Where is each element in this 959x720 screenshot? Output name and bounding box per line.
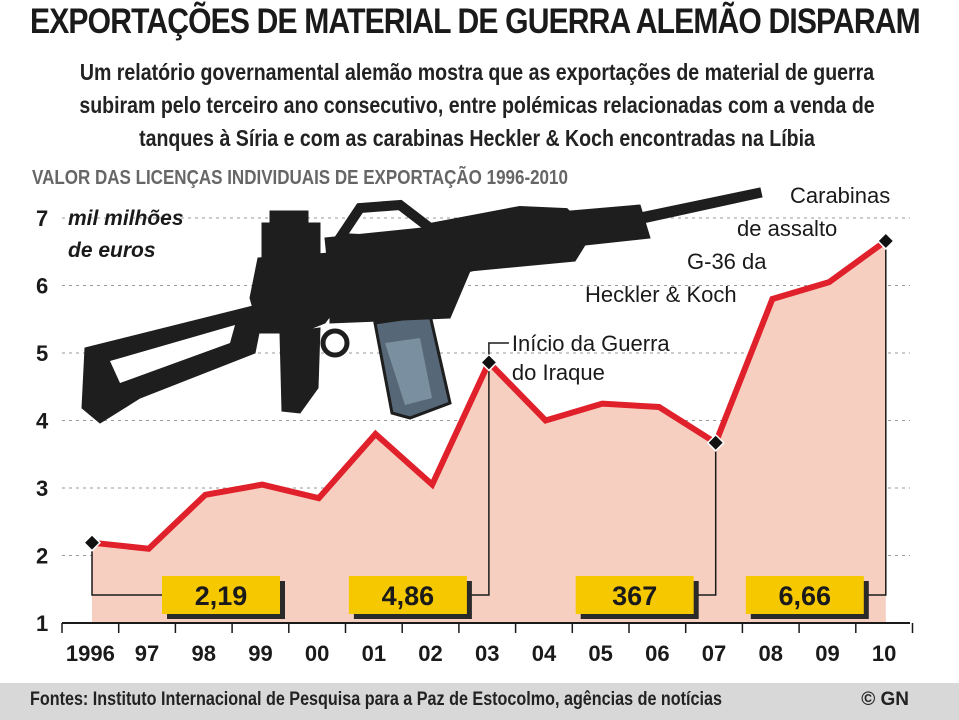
leader-line (466, 362, 490, 596)
y-tick-label: 7 (36, 206, 48, 231)
annotation-text: do Iraque (512, 360, 605, 385)
footer: Fontes: Instituto Internacional de Pesqu… (0, 683, 959, 720)
x-tick-label: 1996 (66, 641, 115, 666)
annotation-text: Heckler & Koch (585, 282, 737, 307)
data-marker (706, 433, 725, 452)
value-label-box (745, 576, 864, 614)
annotation-text: Carabinas (790, 183, 890, 208)
value-label-box (162, 576, 280, 614)
x-tick-label: 10 (872, 641, 896, 666)
y-tick-label: 3 (36, 476, 48, 501)
x-tick-label: 03 (475, 641, 499, 666)
annotation-text: de assalto (737, 216, 837, 241)
value-label-box (348, 576, 467, 614)
copyright-text: © GN (861, 689, 909, 710)
axis-layer: 1 2 3 4 5 6 7 1996 97 98 99 00 01 02 03 04 05 06 07 08 09 10 (36, 206, 914, 666)
x-tick-label: 05 (588, 641, 612, 666)
data-marker (876, 231, 895, 251)
callout-layer: 2,19 4,86 367 6,66 Início da Guerra do Iraque… (82, 183, 895, 619)
x-tick-label: 98 (192, 641, 216, 666)
chart-title: VALOR DAS LICENÇAS INDIVIDUAIS DE EXPORT… (32, 167, 568, 189)
x-tick-label: 08 (759, 641, 783, 666)
y-tick-label: 6 (36, 274, 48, 299)
ylabel-line: de euros (68, 239, 156, 262)
leader-line (863, 240, 887, 596)
value-label: 367 (612, 581, 657, 611)
value-label: 2,19 (195, 581, 248, 611)
annotation-text: Início da Guerra (512, 331, 671, 356)
x-tick-label: 09 (815, 641, 839, 666)
y-tick-label: 4 (36, 409, 49, 434)
value-label: 6,66 (779, 581, 832, 611)
data-marker (479, 353, 498, 372)
y-tick-label: 2 (36, 544, 48, 569)
x-tick-label: 02 (418, 641, 442, 666)
assault-rifle-icon (81, 187, 763, 424)
leader-line (91, 542, 162, 596)
subtitle-line: tanques à Síria e com as carabinas Heckl… (139, 125, 815, 151)
annotation-text: G-36 da (687, 249, 767, 274)
y-tick-label: 1 (36, 611, 48, 636)
data-marker (82, 533, 102, 552)
sources-text: Fontes: Instituto Internacional de Pesqu… (30, 689, 722, 710)
page-title: EXPORTAÇÕES DE MATERIAL DE GUERRA ALEMÃO… (30, 2, 921, 41)
page-subtitle: Um relatório governamental alemão mostra… (35, 56, 919, 155)
value-label: 4,86 (382, 581, 435, 611)
ylabel-line: mil milhões (68, 207, 184, 230)
x-tick-label: 99 (248, 641, 272, 666)
leader-line (693, 442, 717, 596)
x-tick-label: 07 (702, 641, 726, 666)
x-tick-label: 00 (305, 641, 329, 666)
x-tick-label: 04 (532, 641, 557, 666)
value-label-box (575, 576, 694, 614)
subtitle-line: Um relatório governamental alemão mostra… (79, 59, 875, 85)
annotation-leader (488, 342, 509, 355)
x-tick-label: 01 (362, 641, 386, 666)
y-tick-label: 5 (36, 341, 48, 366)
x-tick-label: 97 (135, 641, 159, 666)
x-tick-label: 06 (645, 641, 669, 666)
subtitle-line: subiram pelo terceiro ano consecutivo, e… (79, 92, 875, 118)
